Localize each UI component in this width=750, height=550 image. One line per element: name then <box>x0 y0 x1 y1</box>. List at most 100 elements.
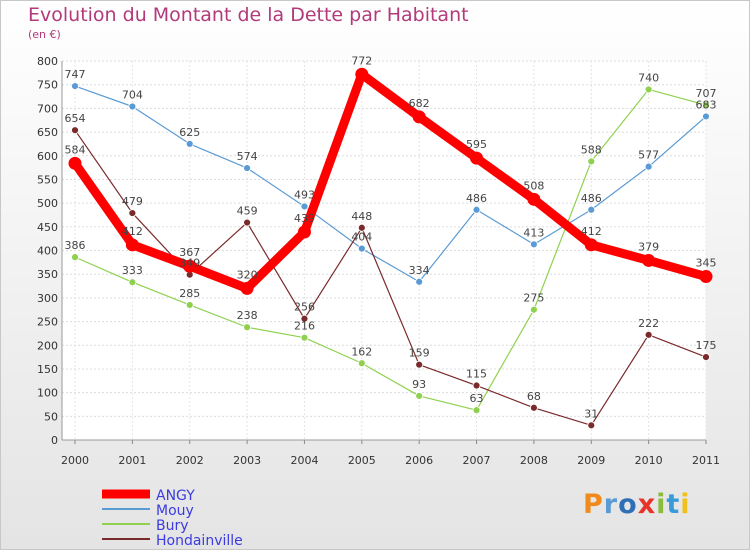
data-label-bury: 162 <box>351 345 372 358</box>
data-label-angy: 379 <box>638 240 659 253</box>
y-tick-label: 550 <box>37 173 58 186</box>
x-tick-label: 2004 <box>290 454 318 467</box>
series-layer <box>68 67 713 430</box>
data-point-mouy <box>300 202 309 211</box>
x-tick-label: 2011 <box>692 454 720 467</box>
y-tick-label: 200 <box>37 339 58 352</box>
data-point-mouy <box>644 162 653 171</box>
data-point-angy <box>240 281 254 295</box>
data-label-hondainville: 31 <box>584 407 598 420</box>
data-point-bury <box>472 406 481 415</box>
data-point-mouy <box>415 277 424 286</box>
legend-label-bury: Bury <box>156 518 189 534</box>
x-tick-label: 2007 <box>463 454 491 467</box>
data-label-angy: 584 <box>65 143 86 156</box>
data-point-mouy <box>357 244 366 253</box>
data-label-angy: 345 <box>696 257 717 270</box>
data-point-angy <box>584 238 598 252</box>
data-label-bury: 275 <box>523 292 544 305</box>
data-label-angy: 320 <box>237 268 258 281</box>
data-point-angy <box>68 156 82 170</box>
data-label-hondainville: 448 <box>351 210 372 223</box>
y-tick-label: 350 <box>37 268 58 281</box>
data-label-bury: 707 <box>696 87 717 100</box>
data-label-hondainville: 115 <box>466 368 487 381</box>
data-label-angy: 595 <box>466 138 487 151</box>
data-label-bury: 216 <box>294 320 315 333</box>
data-label-mouy: 486 <box>466 192 487 205</box>
data-point-hondainville <box>128 209 137 217</box>
data-label-mouy: 683 <box>696 98 717 111</box>
data-label-mouy: 493 <box>294 188 315 201</box>
x-tick-label: 2009 <box>577 454 605 467</box>
legend-label-mouy: Mouy <box>156 503 194 519</box>
y-tick-label: 50 <box>44 410 58 423</box>
logo-letter: P <box>583 489 604 520</box>
data-point-mouy <box>243 164 251 172</box>
data-point-angy <box>470 151 484 165</box>
data-label-hondainville: 479 <box>122 195 143 208</box>
data-label-mouy: 704 <box>122 88 143 101</box>
y-tick-label: 500 <box>37 197 58 210</box>
data-point-hondainville <box>243 218 251 227</box>
y-tick-label: 750 <box>37 79 58 92</box>
data-label-angy: 439 <box>294 212 315 225</box>
data-label-angy: 412 <box>122 225 143 238</box>
x-tick-label: 2005 <box>348 454 376 467</box>
x-tick-label: 2001 <box>118 454 146 467</box>
data-label-mouy: 577 <box>638 149 659 162</box>
data-point-hondainville <box>530 403 538 412</box>
data-point-angy <box>527 192 541 206</box>
data-label-angy: 412 <box>581 225 602 238</box>
data-label-angy: 508 <box>523 179 544 192</box>
data-point-mouy <box>185 140 194 148</box>
data-label-bury: 740 <box>638 71 659 84</box>
y-tick-label: 700 <box>37 102 58 115</box>
data-point-bury <box>702 101 710 109</box>
x-tick-label: 2002 <box>176 454 204 467</box>
y-tick-label: 650 <box>37 126 58 139</box>
data-point-mouy <box>71 82 79 91</box>
data-point-mouy <box>128 102 137 111</box>
data-point-angy <box>412 110 426 124</box>
x-tick-label: 2003 <box>233 454 261 467</box>
data-label-mouy: 486 <box>581 192 602 205</box>
legend-label-hondainville: Hondainville <box>156 533 243 549</box>
data-point-mouy <box>472 205 481 214</box>
data-label-mouy: 334 <box>409 264 430 277</box>
data-point-bury <box>185 301 194 309</box>
data-label-layer: 747 704 625 574 493 404 334 486 413 486 577 683 386 3… <box>65 54 717 420</box>
series-line-angy <box>70 69 711 293</box>
data-point-angy <box>699 270 713 284</box>
data-label-hondainville: 159 <box>409 347 430 360</box>
data-label-mouy: 747 <box>65 68 86 81</box>
x-tick-label: 2000 <box>61 454 89 467</box>
y-tick-label: 600 <box>37 150 58 163</box>
data-label-hondainville: 68 <box>527 390 541 403</box>
data-point-mouy <box>702 112 710 121</box>
data-point-hondainville <box>71 126 79 135</box>
logo-letter: o <box>618 489 638 520</box>
data-point-angy <box>642 253 656 267</box>
data-point-angy <box>183 259 197 273</box>
y-tick-label: 800 <box>37 55 58 68</box>
data-point-bury <box>587 157 596 166</box>
data-label-bury: 93 <box>412 378 426 391</box>
data-point-bury <box>71 253 79 262</box>
data-label-angy: 682 <box>409 97 430 110</box>
x-tick-label: 2006 <box>405 454 433 467</box>
chart-subtitle: (en €) <box>28 28 61 41</box>
logo-letter: t <box>666 489 681 520</box>
series-line-mouy <box>74 85 707 283</box>
data-point-angy <box>355 67 369 81</box>
data-label-mouy: 413 <box>523 226 544 239</box>
logo-letter: r <box>603 489 619 520</box>
data-point-angy <box>125 238 139 252</box>
data-point-angy <box>297 225 311 239</box>
proxiti-logo: Proxiti <box>583 489 691 520</box>
x-tick-label: 2010 <box>635 454 663 467</box>
logo-letter: x <box>637 489 657 520</box>
data-point-bury <box>644 85 653 94</box>
